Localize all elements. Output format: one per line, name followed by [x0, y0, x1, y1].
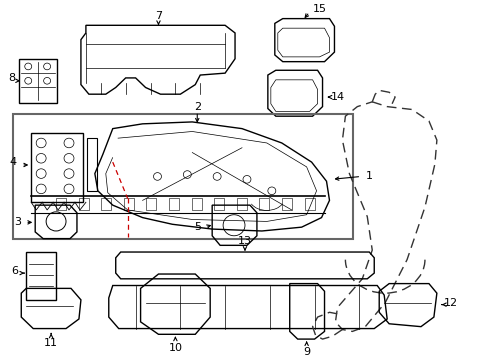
Text: 2: 2 [193, 102, 200, 112]
Bar [26, 252, 56, 300]
Bar [304, 198, 314, 210]
Text: 11: 11 [44, 338, 58, 348]
Text: 14: 14 [330, 92, 344, 102]
Bar [123, 198, 134, 210]
Bar [56, 198, 66, 210]
Bar [13, 114, 353, 238]
Bar [19, 59, 57, 103]
Bar [236, 198, 246, 210]
Bar [191, 198, 201, 210]
Text: 9: 9 [302, 347, 310, 357]
Text: 15: 15 [312, 4, 326, 14]
Text: 7: 7 [154, 11, 162, 21]
Bar [282, 198, 291, 210]
Bar [259, 198, 269, 210]
Bar [31, 134, 83, 202]
Text: 3: 3 [14, 217, 21, 227]
Text: 5: 5 [194, 222, 200, 232]
Text: 13: 13 [238, 236, 252, 246]
Bar [214, 198, 224, 210]
Bar [87, 138, 97, 191]
Bar [78, 198, 89, 210]
Bar [169, 198, 179, 210]
Text: 6: 6 [11, 266, 18, 276]
Text: 4: 4 [10, 157, 17, 167]
Bar [101, 198, 111, 210]
Bar [146, 198, 156, 210]
Text: 12: 12 [443, 298, 457, 308]
Text: 1: 1 [365, 171, 372, 181]
Text: 10: 10 [168, 343, 182, 353]
Text: 8: 8 [8, 73, 15, 83]
